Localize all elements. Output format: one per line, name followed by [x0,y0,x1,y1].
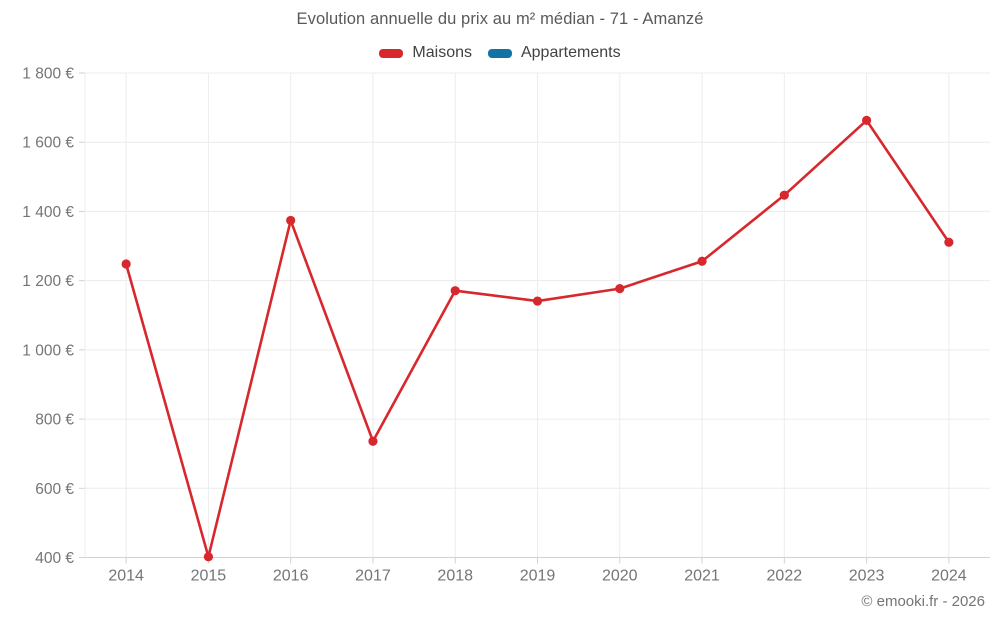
y-tick-label: 1 200 € [22,273,74,290]
legend-label-maisons: Maisons [412,44,472,61]
y-tick-label: 1 600 € [22,135,74,152]
y-tick-label: 1 800 € [22,66,74,83]
y-tick-label: 800 € [35,412,74,429]
data-point-maisons-2016[interactable] [286,215,296,226]
x-tick-label: 2019 [520,568,556,585]
maisons-series-swatch-icon [379,48,404,58]
data-point-maisons-2014[interactable] [121,259,131,269]
x-tick-label: 2021 [684,568,720,585]
legend-label-appartements: Appartements [520,44,621,61]
copyright: © emooki.fr - 2026 [861,593,985,610]
data-point-maisons-2022[interactable] [779,190,789,200]
data-point-maisons-2017[interactable] [368,436,378,446]
y-tick-label: 600 € [35,481,74,498]
x-tick-label: 2023 [849,568,885,585]
y-tick-label: 1 000 € [22,342,74,359]
data-point-maisons-2019[interactable] [532,296,543,306]
legend-item-maisons[interactable]: Maisons [379,44,472,62]
x-tick-label: 2017 [355,568,391,585]
data-point-maisons-2020[interactable] [615,284,625,294]
legend-item-appartements[interactable]: Appartements [487,44,621,62]
data-point-maisons-2018[interactable] [450,286,460,296]
x-tick-label: 2014 [108,568,144,585]
x-tick-label: 2016 [273,568,309,585]
x-tick-label: 2020 [602,568,638,585]
x-tick-label: 2015 [191,568,227,585]
y-tick-label: 400 € [35,550,74,567]
x-tick-label: 2022 [767,568,803,585]
data-point-maisons-2021[interactable] [697,256,707,266]
chart-title: Evolution annuelle du prix au m² médian … [296,10,704,28]
chart-legend: Maisons Appartements [0,44,1000,62]
data-point-maisons-2023[interactable] [861,115,872,126]
y-tick-label: 1 400 € [22,204,74,221]
data-point-maisons-2024[interactable] [944,237,954,247]
x-tick-label: 2018 [437,568,473,585]
appartements-series-swatch-icon [487,48,512,58]
data-point-maisons-2015[interactable] [203,552,214,562]
x-tick-label: 2024 [931,568,967,585]
